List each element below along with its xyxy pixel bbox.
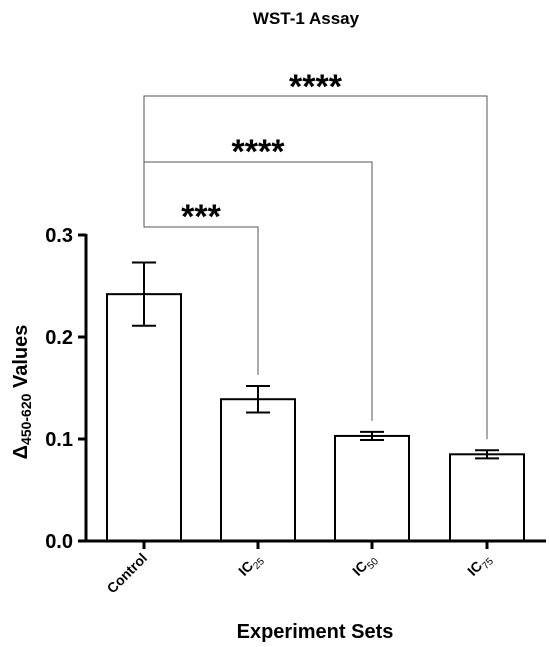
- y-axis-title-suffix: Values: [10, 325, 32, 394]
- y-axis-title-prefix: Δ: [10, 445, 32, 459]
- y-axis: 0.0 0.1 0.2 0.3: [45, 225, 88, 553]
- x-tick-label-2: IC25: [235, 549, 267, 581]
- significance-label-2: ****: [232, 133, 286, 171]
- bar-1: [106, 293, 182, 542]
- bar-2: [220, 398, 296, 542]
- y-axis-title-subscript: 450-620: [18, 393, 34, 445]
- x-tick-label-1: Control: [104, 550, 151, 597]
- y-tick-label-1: 0.0: [45, 531, 73, 553]
- significance-bracket-1: [143, 205, 259, 375]
- bar-3: [334, 434, 410, 542]
- bar-4: [449, 453, 525, 542]
- y-tick-label-3: 0.2: [45, 327, 73, 349]
- y-axis-title: Δ450-620 Values: [10, 325, 34, 460]
- x-tick-label-4: IC75: [464, 549, 496, 581]
- chart-title: WST-1 Assay: [253, 9, 360, 28]
- x-axis-title: Experiment Sets: [237, 621, 394, 643]
- significance-brackets: ***********: [143, 68, 488, 440]
- bars: [106, 293, 525, 542]
- y-tick-label-2: 0.1: [45, 429, 73, 451]
- significance-bracket-3: [143, 95, 488, 440]
- error-bars: [132, 261, 499, 460]
- x-axis: Control IC25 IC50 IC75: [86, 539, 546, 597]
- y-tick-label-4: 0.3: [45, 225, 73, 247]
- significance-label-1: ***: [181, 198, 221, 236]
- significance-label-3: ****: [289, 68, 343, 106]
- x-tick-label-3: IC50: [349, 549, 381, 581]
